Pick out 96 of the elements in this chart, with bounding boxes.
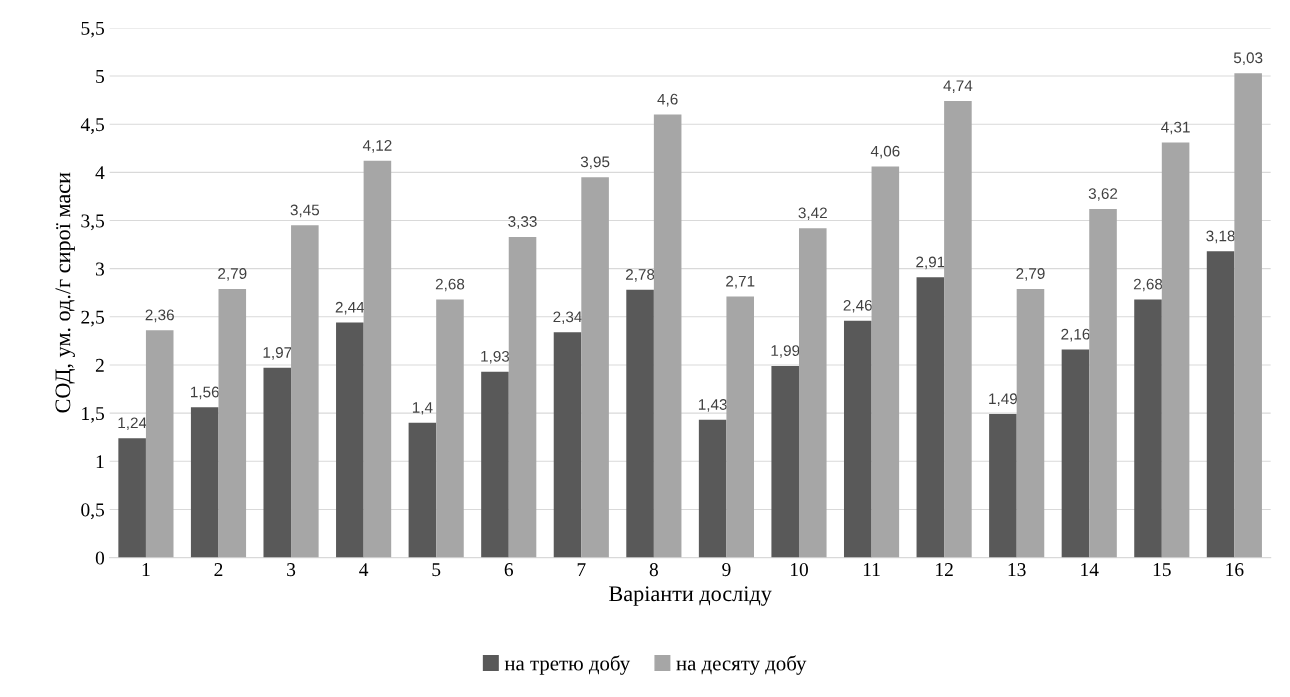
bar — [553, 332, 582, 558]
bar — [263, 367, 292, 558]
bar — [698, 419, 727, 558]
x-axis-title: Варіанти досліду — [609, 586, 772, 606]
data-label: 2,44 — [335, 301, 365, 315]
bar — [771, 365, 799, 558]
x-tick-label: 16 — [1226, 563, 1244, 577]
x-tick-label: 12 — [936, 563, 953, 576]
x-tick-label: 3 — [287, 563, 296, 577]
x-tick-label: 7 — [577, 563, 586, 576]
bar — [408, 422, 437, 558]
x-tick-label: 9 — [722, 563, 731, 577]
data-label: 3,95 — [580, 156, 610, 170]
data-label: 2,68 — [1133, 278, 1163, 292]
bar — [1206, 251, 1235, 558]
bar — [871, 166, 900, 558]
data-label: 4,06 — [870, 145, 900, 159]
data-label: 1,24 — [118, 417, 147, 431]
data-label: 2,79 — [218, 268, 247, 281]
data-label: 2,91 — [916, 256, 945, 270]
bar — [726, 296, 755, 558]
bar — [118, 438, 146, 558]
bar — [145, 330, 174, 558]
x-tick-label: 8 — [649, 563, 658, 577]
y-tick-label: 3,5 — [81, 214, 105, 231]
data-label: 1,49 — [989, 393, 1018, 406]
bar — [218, 288, 247, 558]
bar — [944, 101, 972, 558]
bar — [843, 320, 872, 558]
data-label: 4,12 — [362, 140, 392, 153]
bar — [1234, 73, 1262, 558]
bar — [1134, 299, 1162, 558]
bar — [1089, 208, 1117, 558]
legend-label: на третю добу — [504, 655, 631, 675]
data-label: 1,43 — [698, 399, 727, 412]
data-label: 3,45 — [290, 204, 320, 218]
bar — [916, 277, 945, 558]
x-tick-label: 5 — [432, 563, 441, 577]
bar — [798, 228, 827, 558]
bar — [989, 414, 1017, 558]
y-tick-label: 2,5 — [81, 310, 105, 327]
data-label: 4,74 — [943, 80, 973, 93]
data-label: 2,34 — [553, 311, 582, 325]
data-label: 3,18 — [1206, 230, 1235, 244]
x-tick-label: 1 — [142, 563, 150, 576]
data-label: 4,6 — [657, 93, 678, 107]
x-tick-label: 15 — [1153, 563, 1171, 577]
data-label: 2,78 — [625, 269, 655, 282]
bar — [190, 407, 219, 558]
data-label: 2,68 — [435, 278, 465, 292]
data-label: 4,31 — [1161, 121, 1190, 135]
bar — [336, 322, 364, 558]
data-label: 3,62 — [1088, 188, 1118, 201]
bar — [1061, 349, 1090, 558]
y-tick-label: 3 — [96, 262, 105, 276]
bar — [481, 371, 509, 558]
data-label: 1,4 — [412, 402, 433, 415]
y-tick-label: 0 — [95, 551, 105, 565]
bar — [626, 289, 654, 558]
bar — [653, 114, 682, 558]
y-tick-label: 5 — [96, 70, 105, 83]
bar — [581, 177, 609, 558]
data-label: 2,71 — [726, 275, 755, 289]
data-label: 1,99 — [771, 345, 800, 358]
y-tick-label: 5,5 — [81, 21, 105, 38]
x-tick-label: 2 — [214, 563, 223, 576]
bar — [1016, 288, 1045, 558]
data-label: 1,93 — [481, 350, 510, 364]
data-label: 3,33 — [508, 216, 537, 229]
y-tick-label: 1,5 — [82, 407, 105, 423]
data-label: 2,36 — [145, 309, 174, 323]
y-tick-label: 0,5 — [81, 503, 105, 520]
y-axis-title: СОД, ум. од./г сирої маси — [55, 172, 75, 413]
data-label: 2,16 — [1061, 328, 1090, 342]
x-tick-label: 4 — [359, 563, 369, 576]
bar — [508, 236, 537, 558]
bar — [436, 299, 464, 558]
x-tick-label: 10 — [790, 563, 808, 577]
data-label: 1,56 — [191, 386, 219, 400]
data-label: 3,42 — [798, 207, 827, 221]
y-tick-label: 1 — [96, 455, 104, 469]
data-label: 2,79 — [1016, 268, 1045, 281]
y-tick-label: 4,5 — [80, 118, 105, 134]
data-label: 1,97 — [263, 347, 292, 360]
bar — [1161, 142, 1190, 558]
data-label: 5,03 — [1233, 52, 1263, 65]
legend-label: на десяту добу — [676, 655, 807, 675]
bar — [291, 225, 319, 558]
x-tick-label: 6 — [504, 563, 514, 577]
bar — [363, 160, 392, 558]
x-tick-label: 11 — [863, 563, 880, 576]
x-tick-label: 13 — [1008, 563, 1026, 577]
data-label: 2,46 — [843, 299, 872, 313]
y-tick-label: 4 — [95, 166, 105, 180]
x-tick-label: 14 — [1081, 563, 1099, 576]
y-tick-label: 2 — [95, 358, 104, 372]
